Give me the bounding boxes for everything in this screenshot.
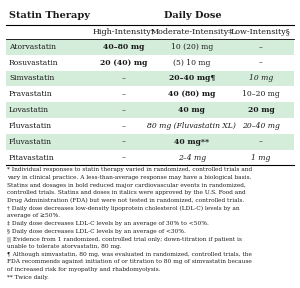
- Text: Statins and dosages in bold reduced major cardiovascular events in randomized,: Statins and dosages in bold reduced majo…: [8, 183, 246, 188]
- Text: || Evidence from 1 randomized, controlled trial only; down-titration if patient : || Evidence from 1 randomized, controlle…: [8, 236, 242, 242]
- Text: Moderate-Intensity‡: Moderate-Intensity‡: [151, 28, 233, 36]
- Text: 40 mg**: 40 mg**: [174, 138, 209, 146]
- Text: FDA recommends against initiation of or titration to 80 mg of simvastatin becaus: FDA recommends against initiation of or …: [8, 259, 252, 264]
- Text: ** Twice daily.: ** Twice daily.: [8, 274, 49, 280]
- Text: Daily Dose: Daily Dose: [164, 11, 222, 20]
- Text: 40–80 mg: 40–80 mg: [103, 43, 145, 51]
- Text: 2–4 mg: 2–4 mg: [178, 154, 206, 162]
- Text: Rosuvastatin: Rosuvastatin: [9, 59, 58, 67]
- Text: Statin Therapy: Statin Therapy: [9, 11, 90, 20]
- Text: vary in clinical practice. A less-than-average response may have a biological ba: vary in clinical practice. A less-than-a…: [8, 175, 252, 180]
- Text: (5) 10 mg: (5) 10 mg: [173, 59, 210, 67]
- Text: –: –: [259, 43, 263, 51]
- Text: 20–40 mg¶: 20–40 mg¶: [169, 75, 215, 82]
- Text: 10 (20) mg: 10 (20) mg: [171, 43, 213, 51]
- Bar: [6, 39, 294, 55]
- Text: 10–20 mg: 10–20 mg: [242, 90, 280, 98]
- Text: unable to tolerate atorvastatin, 80 mg.: unable to tolerate atorvastatin, 80 mg.: [8, 244, 122, 249]
- Text: Low-Intensity§: Low-Intensity§: [231, 28, 291, 36]
- Text: § Daily dose decreases LDL-C levels by an average of <30%.: § Daily dose decreases LDL-C levels by a…: [8, 229, 186, 234]
- Text: 40 mg: 40 mg: [178, 106, 205, 114]
- Text: –: –: [122, 106, 126, 114]
- Text: average of ≥50%.: average of ≥50%.: [8, 213, 61, 218]
- Text: Fluvastatin: Fluvastatin: [9, 138, 52, 146]
- Text: ¶ Although simvastatin, 80 mg, was evaluated in randomized, controlled trials, t: ¶ Although simvastatin, 80 mg, was evalu…: [8, 252, 252, 257]
- Text: –: –: [122, 90, 126, 98]
- Text: 20–40 mg: 20–40 mg: [242, 122, 280, 130]
- Text: Fluvastatin: Fluvastatin: [9, 122, 52, 130]
- Text: Atorvastatin: Atorvastatin: [9, 43, 56, 51]
- Text: 80 mg (Fluvastatin XL): 80 mg (Fluvastatin XL): [147, 122, 236, 130]
- Text: * Individual responses to statin therapy varied in randomized, controlled trials: * Individual responses to statin therapy…: [8, 167, 253, 173]
- Text: 1 mg: 1 mg: [251, 154, 271, 162]
- Text: controlled trials. Statins and doses in italics were approved by the U.S. Food a: controlled trials. Statins and doses in …: [8, 190, 246, 196]
- Bar: [6, 134, 294, 149]
- Text: 20 (40) mg: 20 (40) mg: [100, 59, 148, 67]
- Text: 10 mg: 10 mg: [249, 75, 273, 82]
- Text: Lovastatin: Lovastatin: [9, 106, 49, 114]
- Text: Simvastatin: Simvastatin: [9, 75, 54, 82]
- Text: 20 mg: 20 mg: [248, 106, 274, 114]
- Text: –: –: [122, 122, 126, 130]
- Text: –: –: [122, 138, 126, 146]
- Text: –: –: [122, 154, 126, 162]
- Bar: [6, 102, 294, 118]
- Text: High-Intensity†: High-Intensity†: [93, 28, 155, 36]
- Text: of increased risk for myopathy and rhabdomyolysis.: of increased risk for myopathy and rhabd…: [8, 267, 161, 272]
- Text: ‡ Daily dose decreases LDL-C levels by an average of 30% to <50%.: ‡ Daily dose decreases LDL-C levels by a…: [8, 221, 209, 226]
- Text: Drug Administration (FDA) but were not tested in randomized, controlled trials.: Drug Administration (FDA) but were not t…: [8, 198, 245, 203]
- Bar: [6, 71, 294, 86]
- Text: Pravastatin: Pravastatin: [9, 90, 52, 98]
- Text: –: –: [122, 75, 126, 82]
- Text: † Daily dose decreases low-density lipoprotein cholesterol (LDL-C) levels by an: † Daily dose decreases low-density lipop…: [8, 206, 240, 211]
- Text: Pitavastatin: Pitavastatin: [9, 154, 55, 162]
- Text: –: –: [259, 59, 263, 67]
- Text: 40 (80) mg: 40 (80) mg: [168, 90, 215, 98]
- Text: –: –: [259, 138, 263, 146]
